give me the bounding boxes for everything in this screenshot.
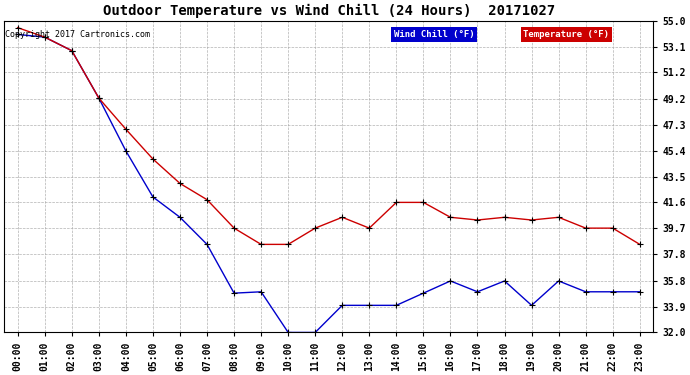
Text: Wind Chill (°F): Wind Chill (°F) bbox=[394, 30, 474, 39]
Title: Outdoor Temperature vs Wind Chill (24 Hours)  20171027: Outdoor Temperature vs Wind Chill (24 Ho… bbox=[103, 4, 555, 18]
Text: Copyright 2017 Cartronics.com: Copyright 2017 Cartronics.com bbox=[6, 30, 150, 39]
Text: Temperature (°F): Temperature (°F) bbox=[524, 30, 609, 39]
